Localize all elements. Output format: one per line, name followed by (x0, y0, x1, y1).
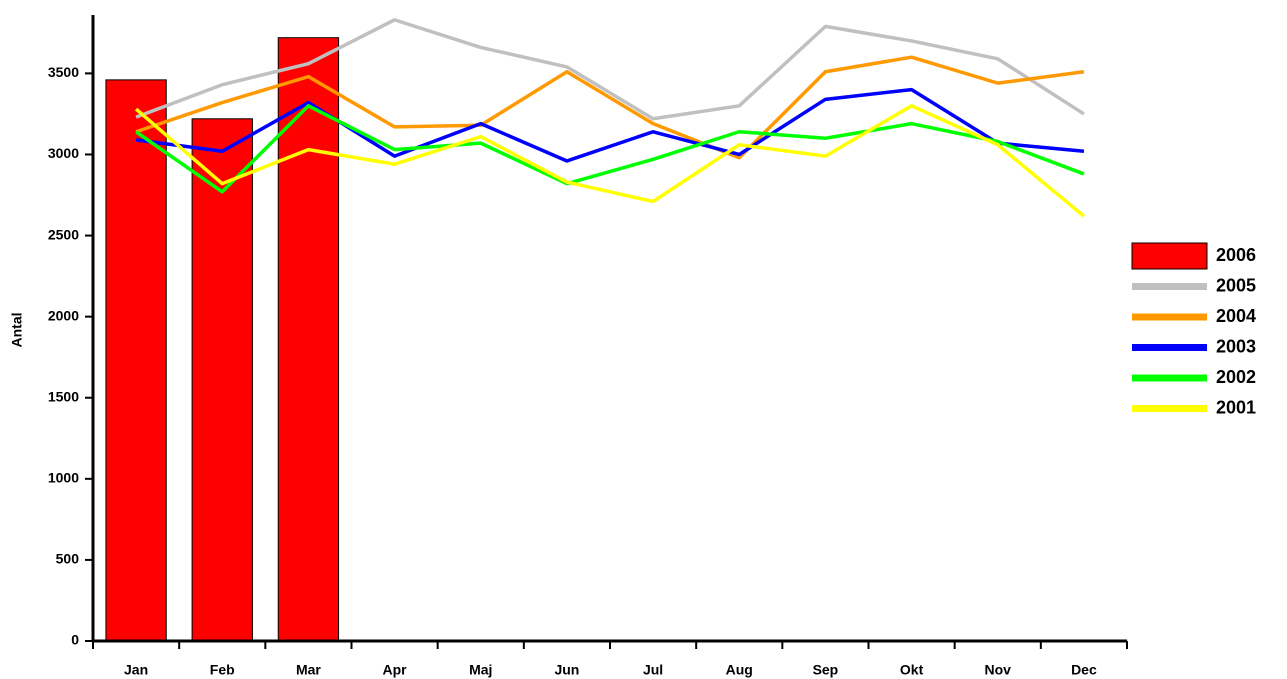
x-tick-label: Dec (1071, 662, 1097, 678)
x-tick-label: Jun (554, 662, 579, 678)
legend-label: 2004 (1216, 306, 1256, 326)
line-series (135, 87, 1085, 163)
legend-label: 2001 (1216, 397, 1256, 417)
x-tick-label: Aug (726, 662, 753, 678)
legend-label: 2005 (1216, 275, 1256, 295)
x-tick-label: Apr (383, 662, 408, 678)
x-tick-label: Sep (813, 662, 839, 678)
bar (277, 37, 340, 642)
legend-label: 2006 (1216, 245, 1256, 265)
line-series (134, 104, 1086, 218)
y-tick-label: 3000 (48, 145, 79, 161)
x-tick-label: Nov (985, 662, 1012, 678)
y-tick-label: 2000 (48, 307, 79, 323)
y-tick-label: 1500 (48, 388, 79, 404)
line-series (135, 104, 1085, 194)
y-tick-label: 0 (71, 632, 79, 648)
legend-label: 2003 (1216, 336, 1256, 356)
bar (105, 79, 167, 642)
x-tick-label: Mar (296, 662, 321, 678)
y-tick-label: 1000 (48, 470, 79, 486)
y-tick-label: 500 (56, 551, 80, 567)
y-axis-label: Antal (9, 313, 25, 348)
x-tick-label: Feb (210, 662, 235, 678)
legend-label: 2002 (1216, 367, 1256, 387)
y-tick-label: 3500 (48, 64, 79, 80)
bar (191, 118, 253, 642)
line-series (135, 18, 1085, 121)
line-series (135, 55, 1085, 160)
x-tick-label: Okt (900, 662, 924, 678)
x-tick-label: Jan (124, 662, 148, 678)
legend-swatch (1131, 242, 1208, 270)
x-tick-label: Maj (469, 662, 492, 678)
y-tick-label: 2500 (48, 226, 79, 242)
x-tick-label: Jul (643, 662, 663, 678)
